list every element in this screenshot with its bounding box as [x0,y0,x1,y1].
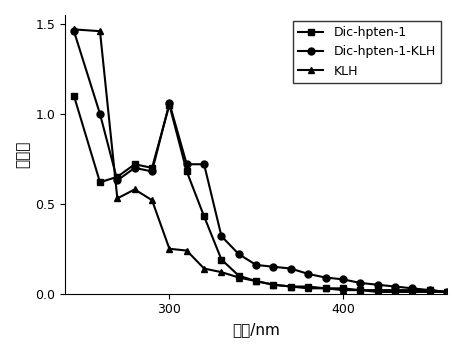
Dic-hpten-1-KLH [236,252,242,256]
Dic-hpten-1 [392,288,398,292]
Dic-hpten-1 [427,288,432,292]
KLH [167,247,172,251]
Dic-hpten-1 [253,279,259,283]
Dic-hpten-1-KLH [71,29,77,33]
KLH [305,286,311,290]
KLH [340,288,346,292]
Dic-hpten-1 [97,180,103,184]
Dic-hpten-1-KLH [271,265,276,269]
Dic-hpten-1-KLH [427,288,432,292]
KLH [201,266,207,271]
Dic-hpten-1 [201,214,207,219]
Dic-hpten-1-KLH [184,162,189,166]
KLH [184,249,189,253]
Dic-hpten-1-KLH [375,283,380,287]
Dic-hpten-1 [149,166,155,170]
Dic-hpten-1 [340,286,346,290]
Dic-hpten-1 [305,284,311,289]
Dic-hpten-1 [115,175,120,179]
Dic-hpten-1-KLH [149,169,155,174]
KLH [323,286,328,290]
KLH [132,187,138,191]
Dic-hpten-1-KLH [392,284,398,289]
Dic-hpten-1-KLH [288,266,294,271]
Dic-hpten-1 [409,288,415,292]
Dic-hpten-1 [71,94,77,98]
Legend: Dic-hpten-1, Dic-hpten-1-KLH, KLH: Dic-hpten-1, Dic-hpten-1-KLH, KLH [293,21,441,83]
Dic-hpten-1-KLH [97,112,103,116]
KLH [427,290,432,294]
Dic-hpten-1-KLH [115,178,120,183]
Dic-hpten-1 [184,169,189,174]
KLH [219,270,224,274]
KLH [71,27,77,31]
KLH [375,290,380,294]
Dic-hpten-1 [236,274,242,278]
Dic-hpten-1-KLH [201,162,207,166]
Dic-hpten-1 [358,288,363,292]
Dic-hpten-1-KLH [253,263,259,267]
KLH [271,283,276,287]
Dic-hpten-1 [132,162,138,166]
Dic-hpten-1 [219,257,224,262]
Dic-hpten-1 [444,290,450,294]
KLH [444,290,450,294]
X-axis label: 波长/nm: 波长/nm [232,322,280,337]
Dic-hpten-1-KLH [323,275,328,279]
KLH [115,196,120,201]
KLH [253,279,259,283]
Dic-hpten-1 [288,284,294,289]
Line: Dic-hpten-1: Dic-hpten-1 [71,93,450,295]
Dic-hpten-1-KLH [340,277,346,282]
Dic-hpten-1-KLH [132,166,138,170]
Line: KLH: KLH [71,26,450,295]
KLH [288,284,294,289]
KLH [409,290,415,294]
Dic-hpten-1-KLH [409,286,415,290]
Line: Dic-hpten-1-KLH: Dic-hpten-1-KLH [71,28,450,295]
Dic-hpten-1 [375,288,380,292]
KLH [236,275,242,279]
KLH [358,288,363,292]
Dic-hpten-1 [167,103,172,107]
Dic-hpten-1-KLH [167,101,172,105]
KLH [97,29,103,33]
Dic-hpten-1 [323,286,328,290]
Dic-hpten-1-KLH [305,272,311,276]
Y-axis label: 吸光值: 吸光值 [15,141,30,168]
KLH [149,198,155,202]
Dic-hpten-1-KLH [358,281,363,285]
Dic-hpten-1 [271,283,276,287]
Dic-hpten-1-KLH [219,234,224,238]
KLH [392,290,398,294]
Dic-hpten-1-KLH [444,290,450,294]
